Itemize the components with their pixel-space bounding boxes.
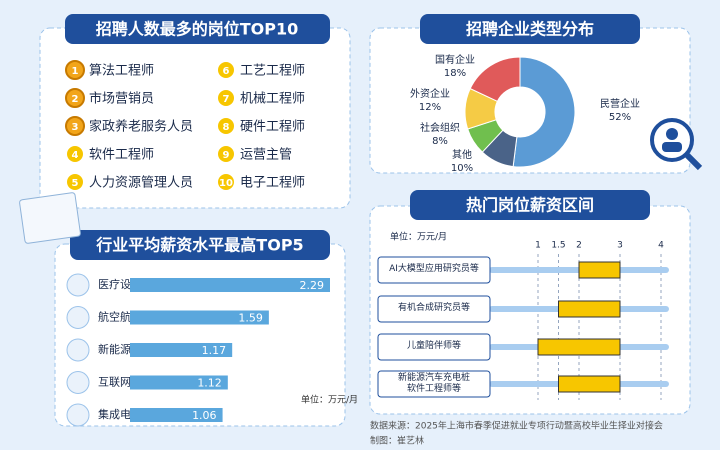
slice-label: 社会组织 bbox=[420, 121, 460, 134]
x-tick-label: 2 bbox=[576, 241, 582, 251]
job-title: 运营主管 bbox=[240, 148, 292, 163]
bar bbox=[130, 375, 228, 390]
rank-number: 7 bbox=[223, 94, 230, 105]
slice-value: 10% bbox=[451, 163, 473, 174]
rank-number: 1 bbox=[72, 66, 79, 77]
unit: 单位：万元/月 bbox=[301, 394, 358, 406]
search-icon bbox=[683, 151, 703, 171]
slice-label: 其他 bbox=[452, 148, 472, 161]
title-banner bbox=[70, 230, 330, 260]
rank-number: 5 bbox=[72, 178, 79, 189]
job-title: 电子工程师 bbox=[240, 176, 305, 191]
bar bbox=[130, 310, 269, 325]
rank-number: 9 bbox=[223, 150, 230, 161]
category-label: 新能源 bbox=[98, 342, 131, 356]
panel bbox=[39, 27, 351, 209]
rank-badge bbox=[67, 174, 83, 190]
job-title: 家政养老服务人员 bbox=[89, 119, 193, 135]
rank-badge bbox=[218, 174, 234, 190]
label-box bbox=[377, 295, 491, 323]
resume-icon bbox=[19, 192, 81, 244]
industry-icon bbox=[66, 273, 90, 297]
rank-number: 3 bbox=[72, 122, 79, 133]
x-tick-label: 1 bbox=[535, 241, 541, 251]
job-title: 工艺工程师 bbox=[240, 64, 305, 79]
slice-value: 8% bbox=[432, 136, 448, 147]
bar bbox=[130, 408, 223, 422]
category-label: AI大模型应用研究员等 bbox=[389, 264, 479, 274]
category-label: 新能源汽车充电桩 软件工程师等 bbox=[397, 373, 470, 394]
rank-number: 10 bbox=[219, 178, 233, 189]
value-label: 2.29 bbox=[300, 279, 325, 292]
pie-slice bbox=[469, 56, 521, 103]
x-tick-label: 1.5 bbox=[551, 241, 565, 251]
slice-value: 12% bbox=[419, 102, 441, 113]
bar bbox=[130, 343, 233, 357]
rank-badge bbox=[65, 116, 85, 136]
job-title: 软件工程师 bbox=[89, 148, 154, 163]
job-title: 人力资源管理人员 bbox=[89, 176, 193, 191]
rank-number: 8 bbox=[223, 122, 230, 133]
industry-icon bbox=[66, 371, 90, 394]
range-bar bbox=[578, 261, 621, 279]
slice-label: 国有企业 bbox=[435, 53, 475, 66]
search-icon bbox=[662, 142, 682, 152]
slice-label: 外资企业 bbox=[410, 87, 450, 100]
panel-title: 行业平均薪资水平最高TOP5 bbox=[95, 236, 303, 255]
panel-title: 招聘人数最多的岗位TOP10 bbox=[96, 20, 299, 39]
value-label: 1.06 bbox=[192, 409, 217, 422]
category-label: 互联网 bbox=[98, 376, 131, 389]
job-title: 机械工程师 bbox=[240, 92, 305, 107]
slice-value: 18% bbox=[444, 68, 466, 79]
category-label: 有机合成研究员等 bbox=[397, 303, 470, 313]
title-banner bbox=[410, 190, 650, 220]
search-icon bbox=[666, 128, 678, 140]
label-box bbox=[377, 256, 491, 284]
rank-badge bbox=[65, 88, 85, 108]
range-bar bbox=[558, 375, 621, 393]
job-title: 硬件工程师 bbox=[240, 120, 305, 135]
label-box bbox=[377, 370, 491, 398]
value-label: 1.59 bbox=[238, 312, 263, 325]
slice-value: 52% bbox=[609, 112, 631, 123]
title-banner bbox=[420, 14, 640, 44]
source: 数据来源：2025年上海市春季促进就业专项行动暨高校毕业生择业对接会 bbox=[370, 420, 663, 432]
panel-title: 热门岗位薪资区间 bbox=[466, 196, 594, 215]
x-tick-label: 4 bbox=[658, 241, 664, 251]
bar bbox=[130, 278, 330, 292]
slice-label: 民营企业 bbox=[600, 97, 640, 110]
industry-icon bbox=[66, 403, 90, 427]
panel-title: 招聘企业类型分布 bbox=[466, 20, 594, 39]
category-label: 儿童陪伴师等 bbox=[406, 341, 461, 351]
value-label: 1.17 bbox=[202, 344, 227, 357]
unit: 单位：万元/月 bbox=[390, 231, 447, 243]
industry-icon bbox=[66, 306, 90, 329]
rank-number: 2 bbox=[72, 94, 79, 105]
title-banner bbox=[65, 14, 330, 44]
rank-number: 4 bbox=[72, 150, 79, 161]
rank-badge bbox=[218, 62, 234, 78]
rank-badge bbox=[218, 90, 234, 106]
value-label: 1.12 bbox=[197, 377, 222, 390]
rank-badge bbox=[218, 118, 234, 134]
x-tick-label: 3 bbox=[617, 241, 623, 251]
range-bar bbox=[558, 300, 621, 318]
pie-slice bbox=[512, 56, 576, 168]
range-bar bbox=[537, 338, 621, 356]
industry-icon bbox=[66, 338, 90, 362]
rank-number: 6 bbox=[223, 66, 230, 77]
label-box bbox=[377, 333, 491, 361]
rank-badge bbox=[65, 60, 85, 80]
rank-badge bbox=[67, 146, 83, 162]
job-title: 算法工程师 bbox=[89, 64, 154, 79]
rank-badge bbox=[218, 146, 234, 162]
author: 制图：崔艺林 bbox=[370, 435, 424, 447]
job-title: 市场营销员 bbox=[89, 91, 154, 107]
